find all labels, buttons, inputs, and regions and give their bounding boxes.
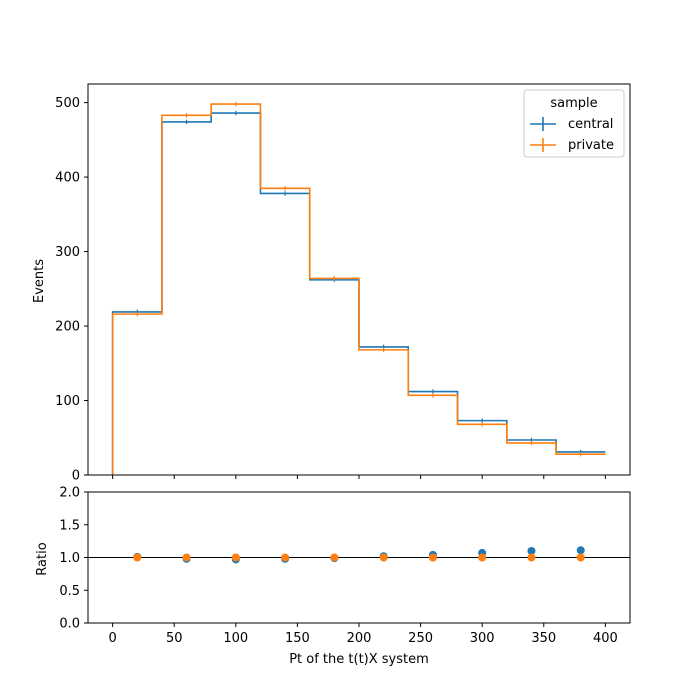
x-tick-label: 50	[166, 631, 183, 646]
legend-entry-central: central	[530, 117, 613, 132]
ratio-point-central	[576, 546, 585, 555]
x-tick-label: 0	[108, 631, 116, 646]
ratio-y-tick-label: 1.5	[59, 518, 80, 533]
ratio-point-private	[576, 553, 585, 562]
step-line-private	[111, 103, 606, 475]
ratio-point-private	[478, 553, 487, 562]
x-axis-label: Pt of the t(t)X system	[289, 652, 429, 667]
x-tick-label: 200	[347, 631, 372, 646]
ratio-panel: 0 50 100 150 200 250 300 350 400 0.0 0.5 1.0 1.5 2.0…	[35, 486, 631, 667]
ratio-point-private	[527, 553, 536, 562]
ratio-point-private	[281, 553, 290, 562]
ratio-series-private	[133, 553, 585, 562]
ratio-point-private	[182, 553, 191, 562]
ratio-point-private	[379, 553, 388, 562]
main-x-ticks	[112, 475, 606, 479]
x-tick-label: 400	[593, 631, 618, 646]
ratio-y-ticks: 0.0 0.5 1.0 1.5 2.0	[59, 486, 88, 632]
ratio-y-tick-label: 2.0	[59, 486, 80, 501]
x-tick-label: 300	[470, 631, 495, 646]
ratio-point-central	[527, 546, 536, 555]
ratio-point-private	[330, 553, 339, 562]
main-y-tick-label: 100	[55, 394, 80, 409]
main-plot-area	[111, 101, 606, 475]
legend-title: sample	[550, 96, 597, 111]
main-y-ticks: 0 100 200 300 400 500	[55, 96, 88, 484]
x-tick-label: 100	[223, 631, 248, 646]
ratio-point-private	[428, 553, 437, 562]
x-tick-label: 150	[285, 631, 310, 646]
ratio-series-central	[133, 546, 585, 564]
legend: sample central private	[523, 89, 625, 158]
ratio-x-ticks: 0 50 100 150 200 250 300 350 400	[108, 623, 618, 646]
ratio-y-tick-label: 1.0	[59, 551, 80, 566]
main-y-tick-label: 300	[55, 245, 80, 260]
legend-label-private: private	[568, 138, 614, 153]
x-tick-label: 350	[531, 631, 556, 646]
legend-box	[523, 89, 625, 158]
ratio-point-private	[231, 553, 240, 562]
ratio-plot-area	[88, 546, 630, 564]
main-y-tick-label: 200	[55, 320, 80, 335]
ratio-y-axis-label: Ratio	[35, 542, 50, 575]
main-y-tick-label: 0	[72, 469, 80, 484]
main-histogram-panel: 0 100 200 300 400 500 Events sample central p…	[32, 83, 631, 484]
series-private	[111, 101, 606, 475]
legend-entry-private: private	[530, 138, 614, 153]
main-y-tick-label: 500	[55, 96, 80, 111]
main-y-tick-label: 400	[55, 171, 80, 186]
ratio-point-private	[133, 553, 142, 562]
x-tick-label: 250	[408, 631, 433, 646]
ratio-y-tick-label: 0.0	[59, 617, 80, 632]
main-y-axis-label: Events	[32, 259, 47, 303]
ratio-y-tick-label: 0.5	[59, 584, 80, 599]
legend-label-central: central	[568, 117, 613, 132]
